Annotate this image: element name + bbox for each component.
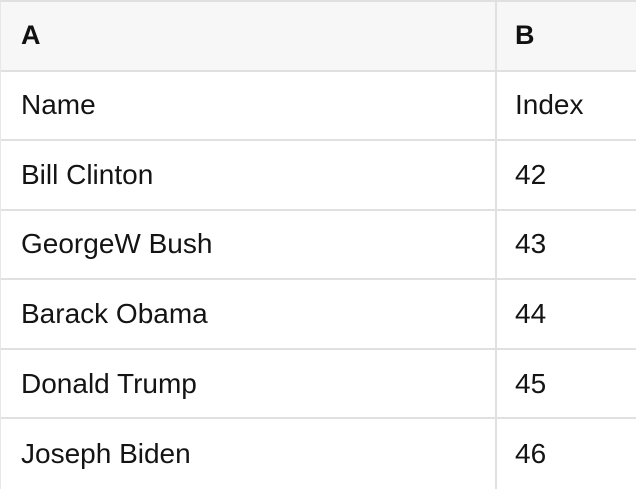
cell-name-header[interactable]: Name [1,71,497,142]
cell-index-2[interactable]: 43 [497,210,636,281]
cell-name-2[interactable]: GeorgeW Bush [1,210,497,281]
cell-index-4[interactable]: 45 [497,349,636,420]
cell-name-4[interactable]: Donald Trump [1,349,497,420]
cell-index-5[interactable]: 46 [497,419,636,489]
column-header-b[interactable]: B [497,2,636,72]
cell-name-5[interactable]: Joseph Biden [1,419,497,489]
cell-index-1[interactable]: 42 [497,141,636,211]
cell-index-3[interactable]: 44 [497,280,636,350]
cell-name-1[interactable]: Bill Clinton [1,141,497,211]
cell-name-3[interactable]: Barack Obama [1,280,497,350]
column-header-a[interactable]: A [1,2,497,72]
cell-index-header[interactable]: Index [497,71,636,142]
